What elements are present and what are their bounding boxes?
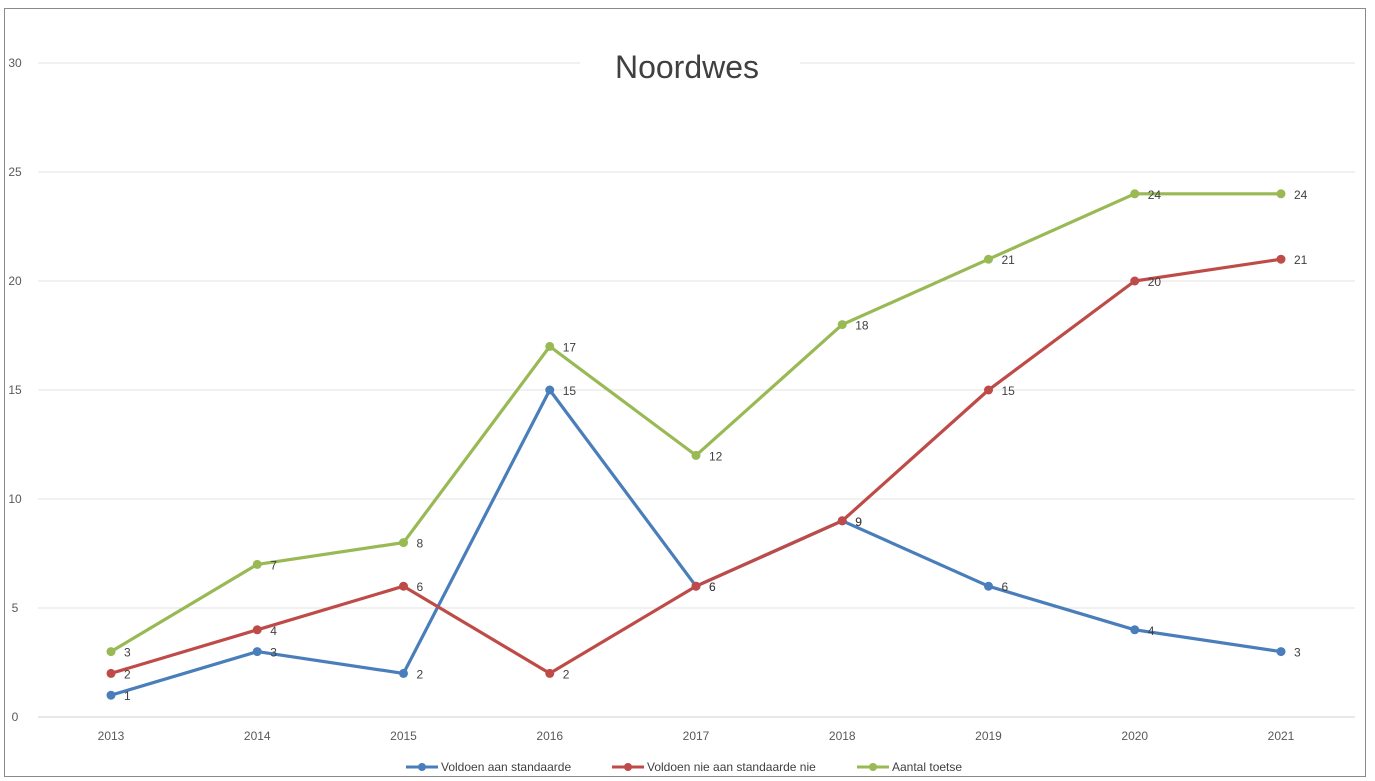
data-point <box>691 450 701 460</box>
x-tick-label: 2018 <box>829 729 856 743</box>
data-label: 4 <box>1148 624 1155 638</box>
series-points <box>106 189 1286 700</box>
legend-entry: Voldoen nie aan standaarde nie <box>647 760 816 774</box>
chart-title: Noordwes <box>615 49 759 85</box>
data-point <box>545 385 555 395</box>
data-label: 6 <box>709 580 716 594</box>
y-tick-label: 20 <box>8 274 22 288</box>
data-label: 17 <box>563 340 577 354</box>
data-label: 8 <box>417 537 424 551</box>
data-point <box>1130 625 1140 635</box>
legend-swatch-marker <box>869 763 877 771</box>
data-point <box>399 668 408 678</box>
data-point <box>545 341 555 351</box>
data-point <box>252 647 262 657</box>
series-line-1 <box>109 388 1283 697</box>
data-label: 1 <box>124 689 131 703</box>
data-point <box>984 385 993 395</box>
data-label: 6 <box>709 580 716 594</box>
x-tick-label: 2021 <box>1268 729 1295 743</box>
legend-entry: Voldoen aan standaarde <box>441 760 571 774</box>
data-point <box>1130 276 1140 286</box>
data-point <box>1276 189 1286 199</box>
data-point <box>1276 647 1286 657</box>
data-label: 7 <box>270 558 277 572</box>
series-lines <box>109 192 1283 697</box>
data-label: 9 <box>855 515 862 529</box>
x-tick-label: 2014 <box>244 729 271 743</box>
data-label: 24 <box>1294 188 1308 202</box>
data-label: 24 <box>1148 188 1162 202</box>
data-label: 20 <box>1148 275 1162 289</box>
data-point <box>252 625 262 635</box>
data-label: 15 <box>1002 384 1016 398</box>
data-label: 6 <box>1002 580 1009 594</box>
y-tick-label: 30 <box>8 56 22 70</box>
x-tick-label: 2020 <box>1121 729 1148 743</box>
y-tick-label: 15 <box>8 383 22 397</box>
data-point <box>691 581 701 591</box>
legend: Voldoen aan standaarde Voldoen nie aan st… <box>406 760 962 774</box>
data-label: 21 <box>1002 253 1016 267</box>
data-point <box>399 538 408 548</box>
data-point <box>837 320 847 330</box>
data-point <box>106 668 116 678</box>
x-tick-label: 2017 <box>683 729 710 743</box>
y-tick-label: 5 <box>12 601 19 615</box>
data-label: 21 <box>1294 253 1308 267</box>
data-label: 15 <box>563 384 577 398</box>
y-tick-label: 10 <box>8 492 22 506</box>
data-point <box>1130 189 1140 199</box>
data-point <box>837 516 847 526</box>
data-label: 3 <box>124 646 131 660</box>
data-point <box>106 647 116 657</box>
data-label: 3 <box>1294 646 1301 660</box>
data-point <box>1276 254 1286 264</box>
data-label: 9 <box>855 515 862 529</box>
legend-swatch-marker <box>418 763 426 771</box>
data-label: 18 <box>855 319 869 333</box>
x-tick-label: 2016 <box>536 729 563 743</box>
y-tick-label: 0 <box>12 710 19 724</box>
x-axis-ticks: 2013 2014 2015 2016 2017 2018 2019 2020 2021 <box>98 729 1295 743</box>
data-label: 6 <box>417 580 424 594</box>
data-label: 12 <box>709 449 723 463</box>
x-tick-label: 2015 <box>390 729 417 743</box>
x-tick-label: 2019 <box>975 729 1002 743</box>
title-background <box>580 42 800 90</box>
y-tick-label: 25 <box>8 165 22 179</box>
data-point <box>984 581 993 591</box>
chart-frame <box>4 8 1366 777</box>
data-point <box>545 668 555 678</box>
data-label: 4 <box>270 624 277 638</box>
x-tick-label: 2013 <box>98 729 125 743</box>
gridlines <box>38 62 1355 718</box>
data-label: 2 <box>417 667 424 681</box>
data-label: 2 <box>563 667 570 681</box>
data-point <box>399 581 408 591</box>
y-axis-ticks: 0 5 10 15 20 25 30 <box>8 56 22 724</box>
data-label: 3 <box>270 646 277 660</box>
data-point <box>984 254 993 264</box>
data-label: 2 <box>124 667 131 681</box>
legend-swatch-marker <box>624 763 632 771</box>
data-point <box>106 690 116 700</box>
data-point <box>252 559 262 569</box>
legend-entry: Aantal toetse <box>892 760 962 774</box>
series-line-2 <box>109 257 1283 676</box>
